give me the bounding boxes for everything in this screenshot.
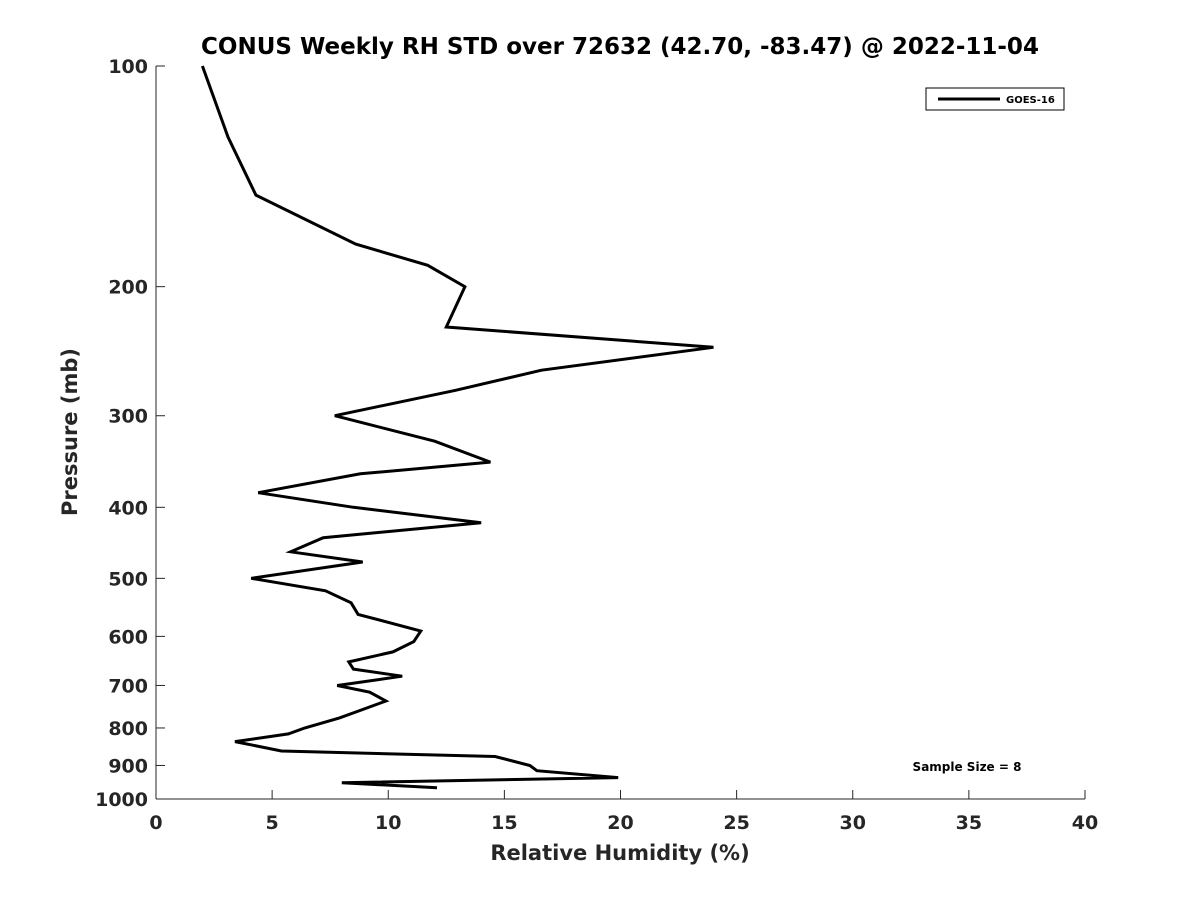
y-tick-label: 800 (108, 718, 148, 740)
y-tick-label: 200 (108, 277, 148, 299)
x-tick-label: 40 (1072, 812, 1098, 834)
y-tick-label: 300 (108, 406, 148, 428)
x-tick-label: 10 (375, 812, 401, 834)
x-tick-label: 5 (266, 812, 279, 834)
chart-title: CONUS Weekly RH STD over 72632 (42.70, -… (201, 34, 1039, 60)
y-tick-label: 100 (108, 56, 148, 78)
y-tick-label: 400 (108, 497, 148, 519)
axes (155, 66, 1085, 800)
sample-size-annotation: Sample Size = 8 (913, 760, 1022, 774)
series (200, 65, 714, 790)
x-tick-label: 20 (607, 812, 633, 834)
y-tick-label: 600 (108, 626, 148, 648)
y-axis-label: Pressure (mb) (58, 348, 82, 516)
y-tick-label: 700 (108, 675, 148, 697)
y-tick-label: 1000 (95, 789, 148, 811)
ticks: 0 5 10 15 20 25 30 35 40 100 200 300 400 500 600 700 800… (95, 56, 1098, 834)
x-tick-label: 35 (956, 812, 982, 834)
x-tick-label: 25 (723, 812, 749, 834)
x-tick-label: 0 (149, 812, 162, 834)
y-tick-label: 900 (108, 755, 148, 777)
legend-label: GOES-16 (1006, 95, 1055, 106)
x-tick-label: 15 (491, 812, 517, 834)
x-tick-label: 30 (840, 812, 866, 834)
y-tick-label: 500 (108, 568, 148, 590)
x-axis-label: Relative Humidity (%) (490, 841, 749, 865)
series-line-goes-16 (200, 65, 714, 790)
legend: GOES-16 (925, 87, 1065, 111)
